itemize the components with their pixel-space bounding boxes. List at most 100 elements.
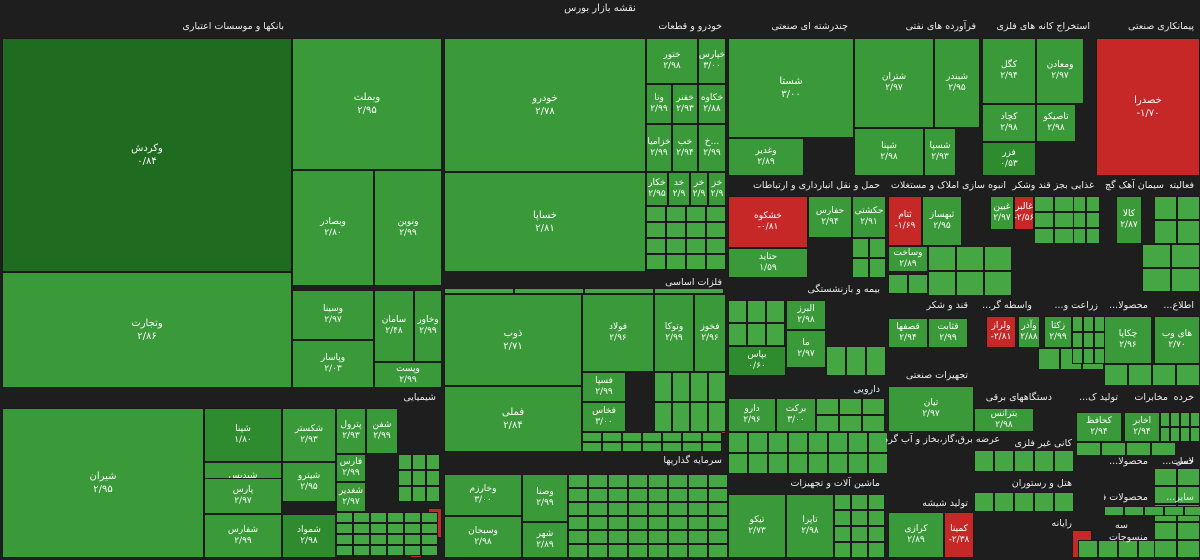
stock-tile-small[interactable] xyxy=(956,271,984,296)
stock-tile-small[interactable] xyxy=(666,238,686,254)
stock-tile-small[interactable] xyxy=(1034,196,1054,212)
stock-tile-small[interactable] xyxy=(1083,348,1094,364)
stock-tile-small[interactable] xyxy=(1014,492,1034,512)
stock-tile-small[interactable] xyxy=(868,510,885,526)
stock-tile-small[interactable] xyxy=(646,238,666,254)
stock-tile-small[interactable] xyxy=(708,544,728,558)
stock-tile-small[interactable] xyxy=(1034,450,1054,472)
stock-tile-small[interactable] xyxy=(628,530,648,544)
stock-tile[interactable]: وتوکا ۲/۹۹ xyxy=(654,294,694,372)
stock-tile[interactable]: غالبر -۲/۵۶ xyxy=(1014,196,1034,230)
stock-tile[interactable]: شهر ۲/۸۹ xyxy=(522,522,568,558)
stock-tile-small[interactable] xyxy=(370,534,387,545)
stock-tile[interactable]: شفن ۲/۹۹ xyxy=(366,408,398,454)
stock-tile-small[interactable] xyxy=(426,454,440,470)
stock-tile-small[interactable] xyxy=(672,372,690,402)
stock-tile-small[interactable] xyxy=(682,432,702,442)
stock-tile-small[interactable] xyxy=(1126,442,1151,456)
stock-tile-small[interactable] xyxy=(1083,332,1094,348)
stock-tile-small[interactable] xyxy=(1072,332,1083,348)
stock-tile-small[interactable] xyxy=(1190,427,1200,442)
stock-tile-small[interactable] xyxy=(868,526,885,542)
stock-tile[interactable]: ثتام -۱/۶۹ xyxy=(888,196,922,246)
stock-tile-small[interactable] xyxy=(908,274,928,294)
stock-tile-small[interactable] xyxy=(1072,316,1083,332)
stock-tile-small[interactable] xyxy=(1072,228,1086,244)
stock-tile-small[interactable] xyxy=(668,502,688,516)
stock-tile[interactable]: فملی ۲/۸۴ xyxy=(444,386,582,452)
stock-tile-small[interactable] xyxy=(748,453,768,474)
stock-tile-small[interactable] xyxy=(1076,442,1101,456)
stock-tile-small[interactable] xyxy=(582,442,602,452)
stock-tile[interactable]: بترانس ۲/۹۸ xyxy=(974,408,1034,432)
stock-tile-small[interactable] xyxy=(1098,540,1118,558)
stock-tile[interactable]: وخاور ۲/۹۹ xyxy=(414,290,442,362)
stock-tile-small[interactable] xyxy=(1154,540,1177,558)
stock-tile-small[interactable] xyxy=(688,530,708,544)
stock-tile[interactable]: حکشتی ۲/۹۱ xyxy=(852,196,886,238)
stock-tile-small[interactable] xyxy=(668,530,688,544)
stock-tile[interactable]: ما ۲/۹۷ xyxy=(786,330,826,368)
stock-tile-small[interactable] xyxy=(387,523,404,534)
stock-tile-small[interactable] xyxy=(834,510,851,526)
stock-tile[interactable]: حفارس ۲/۹۴ xyxy=(808,196,852,238)
stock-tile-small[interactable] xyxy=(688,516,708,530)
stock-tile-small[interactable] xyxy=(608,544,628,558)
stock-tile[interactable]: شسپا ۲/۹۳ xyxy=(924,128,956,176)
stock-tile[interactable]: شغدیر ۲/۹۷ xyxy=(336,482,366,512)
stock-tile-small[interactable] xyxy=(646,254,666,270)
stock-tile-small[interactable] xyxy=(994,450,1014,472)
stock-tile-small[interactable] xyxy=(1170,427,1180,442)
stock-tile-small[interactable] xyxy=(1054,196,1074,212)
stock-tile-small[interactable] xyxy=(808,453,828,474)
stock-tile[interactable]: وکردش ۰/۸۴ xyxy=(2,38,292,272)
stock-tile-small[interactable] xyxy=(666,254,686,270)
stock-tile-small[interactable] xyxy=(1151,442,1176,456)
stock-tile[interactable]: ختور ۲/۹۸ xyxy=(646,38,698,84)
stock-tile-small[interactable] xyxy=(370,545,387,556)
stock-tile-small[interactable] xyxy=(706,206,726,222)
stock-tile-small[interactable] xyxy=(353,534,370,545)
stock-tile-small[interactable] xyxy=(1190,412,1200,427)
stock-tile-small[interactable] xyxy=(708,372,726,402)
stock-tile-small[interactable] xyxy=(984,271,1012,296)
stock-tile[interactable]: شتران ۲/۹۷ xyxy=(854,38,934,128)
stock-tile[interactable]: پترول ۲/۹۳ xyxy=(336,408,366,454)
stock-tile[interactable]: های وب ۲/۷۰ xyxy=(1154,316,1200,364)
stock-tile-small[interactable] xyxy=(1180,412,1190,427)
stock-tile-small[interactable] xyxy=(628,544,648,558)
stock-tile-small[interactable] xyxy=(1054,450,1074,472)
stock-tile[interactable]: وسینا ۲/۹۷ xyxy=(292,290,374,340)
stock-tile-small[interactable] xyxy=(851,494,868,510)
stock-tile-small[interactable] xyxy=(1104,506,1124,516)
stock-tile[interactable]: وبصادر ۲/۸۰ xyxy=(292,170,374,286)
stock-tile-small[interactable] xyxy=(747,323,766,346)
stock-tile-small[interactable] xyxy=(514,288,584,294)
stock-tile-small[interactable] xyxy=(608,502,628,516)
stock-tile-small[interactable] xyxy=(686,254,706,270)
stock-tile-small[interactable] xyxy=(444,288,514,294)
stock-tile[interactable]: خکار ۲/۹۵ xyxy=(646,172,668,206)
stock-tile-small[interactable] xyxy=(568,530,588,544)
stock-tile-small[interactable] xyxy=(1054,212,1074,228)
stock-tile-small[interactable] xyxy=(1014,450,1034,472)
stock-tile-small[interactable] xyxy=(1154,196,1177,220)
stock-tile-small[interactable] xyxy=(708,530,728,544)
stock-tile[interactable]: ونوین ۲/۹۹ xyxy=(374,170,442,286)
stock-tile-small[interactable] xyxy=(602,432,622,442)
stock-tile-small[interactable] xyxy=(404,512,421,523)
stock-tile-small[interactable] xyxy=(828,432,848,453)
stock-tile-small[interactable] xyxy=(708,474,728,488)
stock-tile[interactable]: فخوز ۲/۹۶ xyxy=(694,294,726,372)
stock-tile-small[interactable] xyxy=(668,474,688,488)
stock-tile-small[interactable] xyxy=(398,470,412,486)
stock-tile-small[interactable] xyxy=(869,238,886,258)
stock-tile-small[interactable] xyxy=(421,523,438,534)
stock-tile[interactable]: فولاد ۲/۹۶ xyxy=(582,294,654,372)
stock-tile[interactable]: وسبحان ۲/۹۸ xyxy=(444,516,522,558)
stock-tile-small[interactable] xyxy=(1038,348,1060,370)
stock-tile-small[interactable] xyxy=(568,544,588,558)
stock-tile-small[interactable] xyxy=(568,516,588,530)
stock-tile-small[interactable] xyxy=(1086,196,1100,212)
stock-tile-small[interactable] xyxy=(690,372,708,402)
